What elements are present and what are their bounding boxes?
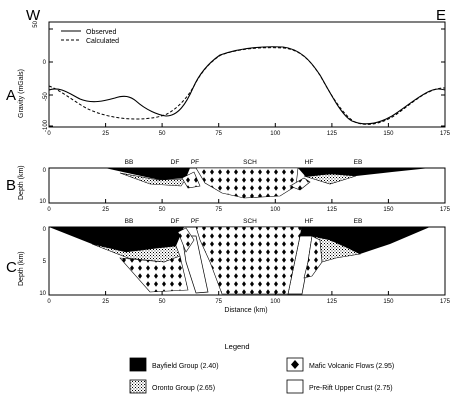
panel-a-xtick: 150 bbox=[383, 131, 394, 137]
panel-a-letter: A bbox=[6, 87, 16, 104]
panel-b-ylabel: Depth (km) bbox=[18, 165, 25, 200]
panel-c-xtick: 75 bbox=[215, 299, 222, 305]
panel-b-bayfield-east bbox=[298, 168, 430, 177]
panel-a-frame bbox=[48, 21, 446, 128]
panel-c-mafic-df bbox=[177, 227, 195, 253]
legend-swatch-bayfield bbox=[129, 357, 147, 372]
panel-b-xtick: 175 bbox=[440, 207, 451, 213]
panel-b-xtick: 100 bbox=[270, 207, 281, 213]
east-label: E bbox=[436, 7, 446, 24]
panel-a-xtick: 50 bbox=[159, 131, 166, 137]
panel-c-xtick: 150 bbox=[383, 299, 394, 305]
legend-label-bayfield: Bayfield Group (2.40) bbox=[152, 363, 219, 370]
panel-b-xtick: 0 bbox=[47, 207, 51, 213]
legend-swatch-oronto bbox=[129, 379, 147, 394]
panel-a-yticks: 50 0 -50 -100 bbox=[33, 20, 445, 132]
panel-a-xtick: 0 bbox=[47, 131, 51, 137]
panel-c-bayfield-east bbox=[300, 227, 430, 254]
panel-c-ytick: 5 bbox=[43, 259, 47, 265]
panel-a-xtick: 125 bbox=[327, 131, 338, 137]
panel-c-xtick: 50 bbox=[159, 299, 166, 305]
panel-b-xtick: 125 bbox=[327, 207, 338, 213]
panel-b-label: BB bbox=[125, 159, 134, 166]
panel-c-ytick: 0 bbox=[43, 227, 47, 233]
panel-b-mafic-central bbox=[195, 167, 299, 199]
panel-a-xtick: 100 bbox=[270, 131, 281, 137]
panel-c-xticks: 0 25 50 75 100 125 150 175 bbox=[47, 291, 451, 305]
panel-a-ytick: 50 bbox=[33, 20, 39, 27]
panel-c-xtick: 0 bbox=[47, 299, 51, 305]
panel-b-ytick: 0 bbox=[43, 168, 47, 174]
panel-c-detailed-model: C Depth (km) BB DF PF SCH HF EB 0 5 10 bbox=[6, 218, 451, 314]
panel-b-label: EB bbox=[354, 159, 363, 166]
panel-a-xtick: 175 bbox=[440, 131, 451, 137]
calculated-gravity-curve bbox=[48, 47, 446, 125]
panel-b-xtick: 150 bbox=[383, 207, 394, 213]
panel-c-label: PF bbox=[191, 218, 199, 225]
panel-c-label: DF bbox=[171, 218, 180, 225]
panel-c-xtick: 100 bbox=[270, 299, 281, 305]
panel-b-letter: B bbox=[6, 177, 16, 194]
legend-label-mafic: Mafic Volcanic Flows (2.95) bbox=[309, 363, 394, 370]
panel-b-oronto-west bbox=[119, 172, 187, 187]
panel-a-gravity: A Gravity (mGals) 50 0 -50 -100 0 25 50 … bbox=[6, 20, 451, 137]
legend-label-oronto: Oronto Group (2.65) bbox=[152, 385, 215, 392]
legend-swatch-prerift bbox=[286, 379, 304, 394]
panel-b-xticks: 0 25 50 75 100 125 150 175 bbox=[47, 199, 451, 213]
observed-legend-label: Observed bbox=[86, 29, 116, 36]
panel-b-xtick: 25 bbox=[102, 207, 109, 213]
panel-a-xtick: 25 bbox=[102, 131, 109, 137]
panel-a-ylabel: Gravity (mGals) bbox=[18, 69, 25, 118]
panel-c-ytick: 10 bbox=[39, 291, 46, 297]
panel-c-label: BB bbox=[125, 218, 134, 225]
west-label: W bbox=[26, 7, 41, 24]
panel-c-ylabel: Depth (km) bbox=[18, 251, 25, 286]
panel-a-xtick: 75 bbox=[215, 131, 222, 137]
panel-b-mafic-west bbox=[181, 171, 201, 189]
legend-swatch-mafic-diamond bbox=[291, 360, 299, 369]
observed-gravity-curve bbox=[48, 46, 446, 125]
panel-c-xtick: 125 bbox=[327, 299, 338, 305]
panel-b-coarse-model: B Depth (km) BB DF PF SCH HF EB 0 10 0 2… bbox=[6, 159, 451, 213]
panel-c-label: HF bbox=[305, 218, 314, 225]
panel-c-bayfield-west bbox=[49, 227, 184, 252]
legend-title: Legend bbox=[224, 342, 249, 351]
panel-c-mafic-central bbox=[195, 226, 303, 295]
panel-a-ytick: -50 bbox=[43, 92, 49, 101]
figure-legend: Legend Bayfield Group (2.40) Oronto Grou… bbox=[129, 342, 394, 394]
panel-b-label: PF bbox=[191, 159, 199, 166]
panel-c-xtick: 175 bbox=[440, 299, 451, 305]
panel-c-label: SCH bbox=[243, 218, 257, 225]
panel-c-oronto-west bbox=[91, 243, 181, 263]
panel-c-mafic-west bbox=[119, 255, 189, 293]
panel-a-ytick: 0 bbox=[43, 60, 47, 66]
panel-c-xtick: 25 bbox=[102, 299, 109, 305]
panel-a-xticks: 0 25 50 75 100 125 150 175 bbox=[47, 123, 451, 137]
panel-b-label: DF bbox=[171, 159, 180, 166]
panel-b-label: SCH bbox=[243, 159, 257, 166]
calculated-legend-label: Calculated bbox=[86, 38, 119, 45]
panel-b-bayfield-west bbox=[105, 168, 190, 180]
panel-c-letter: C bbox=[6, 259, 17, 276]
panel-b-label: HF bbox=[305, 159, 314, 166]
panel-b-mafic-east bbox=[289, 177, 311, 191]
panel-c-xlabel: Distance (km) bbox=[224, 307, 267, 314]
panel-c-label: EB bbox=[354, 218, 363, 225]
panel-b-xtick: 75 bbox=[215, 207, 222, 213]
legend-label-prerift: Pre-Rift Upper Crust (2.75) bbox=[309, 385, 393, 392]
panel-b-ytick: 10 bbox=[39, 199, 46, 205]
panel-b-xtick: 50 bbox=[159, 207, 166, 213]
panel-a-ytick: -100 bbox=[43, 119, 49, 132]
panel-c-prerift-block-left bbox=[181, 235, 209, 294]
